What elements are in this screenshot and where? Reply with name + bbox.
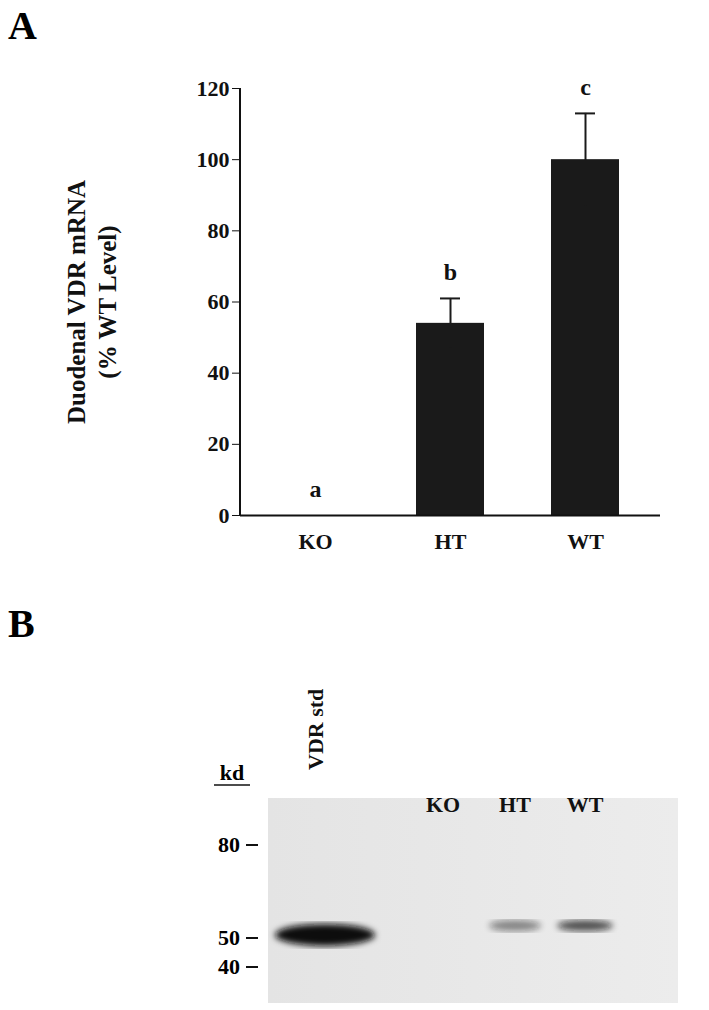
svg-text:0: 0 xyxy=(219,503,230,528)
svg-text:20: 20 xyxy=(208,431,230,456)
svg-text:HT: HT xyxy=(499,792,531,817)
svg-text:50: 50 xyxy=(218,925,240,950)
svg-text:WT: WT xyxy=(567,529,604,554)
svg-text:kd: kd xyxy=(220,760,244,785)
svg-text:40: 40 xyxy=(218,954,240,979)
svg-text:120: 120 xyxy=(197,76,230,101)
html-text:A: A xyxy=(8,3,37,48)
svg-text:WT: WT xyxy=(567,792,604,817)
svg-text:b: b xyxy=(444,259,457,285)
svg-text:Duodenal VDR mRNA(% WT Level): Duodenal VDR mRNA(% WT Level) xyxy=(63,180,122,424)
svg-text:c: c xyxy=(580,74,591,100)
svg-text:KO: KO xyxy=(298,529,332,554)
svg-text:HT: HT xyxy=(435,529,467,554)
svg-text:80: 80 xyxy=(218,832,240,857)
svg-text:60: 60 xyxy=(208,289,230,314)
svg-text:VDR std: VDR std xyxy=(303,689,328,770)
html-text:B: B xyxy=(8,601,35,646)
svg-text:a: a xyxy=(310,476,322,502)
svg-text:KO: KO xyxy=(426,792,460,817)
svg-text:40: 40 xyxy=(208,360,230,385)
svg-text:100: 100 xyxy=(197,147,230,172)
svg-text:80: 80 xyxy=(208,218,230,243)
